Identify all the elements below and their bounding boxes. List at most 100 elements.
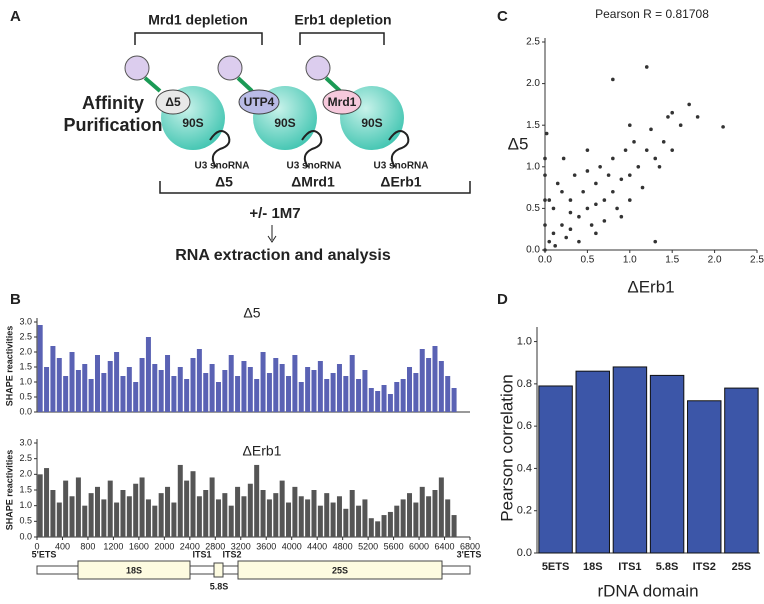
point <box>657 165 662 169</box>
x-tick-label: 4800 <box>333 541 353 551</box>
x-tick-label: 400 <box>55 541 70 551</box>
x-tick-label: 800 <box>80 541 95 551</box>
bar <box>247 367 253 412</box>
point <box>543 248 547 252</box>
depletion-label: Mrd1 depletion <box>148 12 248 28</box>
point <box>619 214 624 219</box>
bar <box>88 379 94 412</box>
bar <box>69 352 75 412</box>
point <box>678 123 683 127</box>
bar <box>375 521 381 537</box>
point <box>661 140 666 144</box>
region-label: ITS2 <box>222 549 241 559</box>
bar <box>387 394 393 412</box>
x-tick-label: 3200 <box>231 541 251 551</box>
bar <box>222 493 228 537</box>
bar <box>44 367 50 412</box>
panel-a: Mrd1 depletion Erb1 depletion Affinity P… <box>63 12 471 264</box>
analysis-label: RNA extraction and analysis <box>175 247 391 264</box>
x-tick-label: 1.0 <box>623 255 637 266</box>
bar <box>177 367 183 412</box>
bar <box>343 376 349 412</box>
x-tick-label: 5200 <box>358 541 378 551</box>
sample-label: ΔMrd1 <box>291 174 335 190</box>
x-tick-label: ITS1 <box>618 561 641 573</box>
x-tick-label: 1200 <box>103 541 123 551</box>
point <box>543 156 547 161</box>
complex-label: 90S <box>274 116 295 130</box>
point <box>649 127 653 132</box>
chart-title: Δ5 <box>243 305 260 321</box>
point <box>543 223 547 227</box>
bar <box>324 493 330 537</box>
point <box>568 227 573 231</box>
y-axis-label: Pearson correlation <box>497 374 516 521</box>
y-axis-label: Δ5 <box>508 134 529 153</box>
bar <box>292 486 298 537</box>
snorna-label: U3 snoRNA <box>194 161 249 172</box>
bar <box>413 373 419 412</box>
bar <box>44 468 50 537</box>
panel-letter: D <box>497 291 508 308</box>
bar <box>260 490 266 537</box>
panel-letter: B <box>10 291 21 308</box>
y-tick-label: 0.5 <box>526 203 540 214</box>
bar <box>107 361 113 412</box>
y-tick-label: 1.0 <box>19 376 32 386</box>
y-tick-label: 0.8 <box>517 378 532 390</box>
x-tick-label: 6800 <box>460 541 480 551</box>
bar <box>63 480 69 537</box>
bar <box>171 376 177 412</box>
point <box>551 206 556 211</box>
bar <box>235 486 241 537</box>
x-axis-label: rDNA domain <box>597 581 698 600</box>
point <box>560 223 564 227</box>
point <box>632 140 636 144</box>
bar <box>286 502 292 537</box>
point <box>695 115 700 119</box>
y-tick-label: 2.0 <box>19 469 32 479</box>
bar <box>50 490 56 537</box>
y-tick-label: 2.5 <box>19 453 32 463</box>
bar <box>575 370 610 554</box>
bar <box>266 373 272 412</box>
x-tick-label: 5ETS <box>542 561 570 573</box>
bait-label: Mrd1 <box>328 95 357 109</box>
bar <box>196 349 202 412</box>
method-label: Affinity <box>82 93 144 113</box>
bar <box>82 364 88 412</box>
bar <box>292 355 298 412</box>
bar <box>279 480 285 537</box>
bar <box>260 352 266 412</box>
point <box>666 115 670 119</box>
bar <box>381 515 387 537</box>
point <box>628 173 632 177</box>
bar <box>184 480 190 537</box>
point <box>543 198 547 202</box>
region-label: ITS1 <box>192 549 211 559</box>
bar <box>426 358 432 412</box>
bar <box>56 358 62 412</box>
bar <box>368 518 374 537</box>
point <box>581 189 585 194</box>
bar <box>286 376 292 412</box>
x-tick-label: 2.5 <box>750 255 764 266</box>
y-tick-label: 0.0 <box>517 547 532 559</box>
bar <box>381 385 387 412</box>
bar <box>120 490 126 537</box>
bar <box>305 367 311 412</box>
region-box <box>213 562 224 578</box>
snorna-label: U3 snoRNA <box>286 161 341 172</box>
bar <box>330 502 336 537</box>
bar <box>158 370 164 412</box>
x-tick-label: 4000 <box>282 541 302 551</box>
bait-label: Δ5 <box>165 95 181 109</box>
point <box>615 206 619 211</box>
bar <box>145 337 151 412</box>
point <box>623 148 628 152</box>
region-box <box>77 560 191 580</box>
point <box>547 239 552 244</box>
point <box>628 123 632 127</box>
x-tick-label: 5600 <box>384 541 404 551</box>
region-label: 3'ETS <box>457 549 482 559</box>
